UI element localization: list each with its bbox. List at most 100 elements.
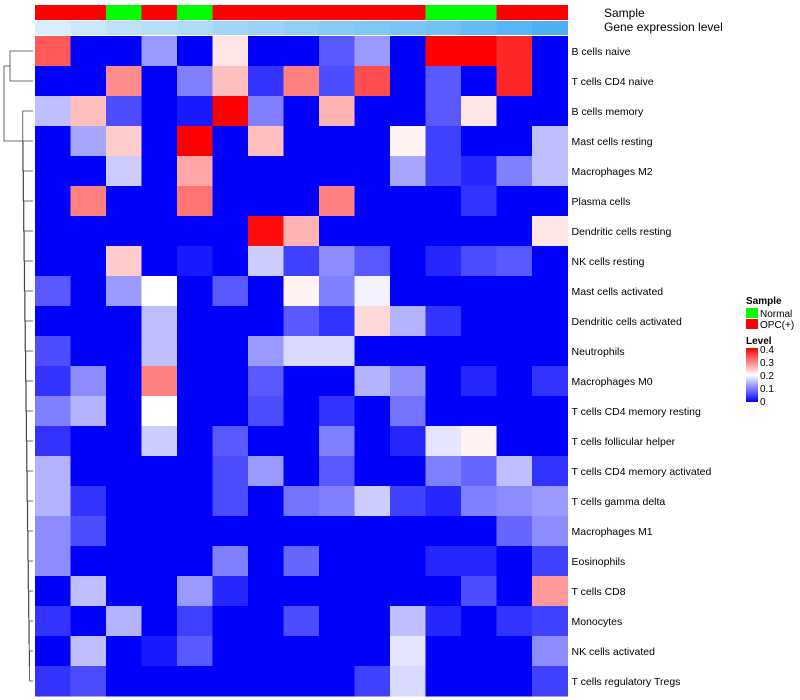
heatmap-cell xyxy=(319,306,355,337)
heatmap-cell xyxy=(35,546,71,577)
heatmap-cell xyxy=(141,396,178,427)
dendrogram-branch xyxy=(27,500,33,561)
level-colorbar xyxy=(746,348,758,402)
heatmap-cell xyxy=(354,576,391,607)
heatmap-cell xyxy=(319,606,355,637)
heatmap-cell xyxy=(496,486,533,517)
heatmap-cell xyxy=(70,636,107,667)
heatmap-cell xyxy=(496,126,533,157)
heatmap-cell xyxy=(248,66,284,97)
heatmap-cell xyxy=(106,66,142,97)
heatmap-cell xyxy=(141,36,178,67)
heatmap-cell xyxy=(177,636,213,667)
heatmap-cell xyxy=(390,156,426,187)
heatmap-cell xyxy=(354,636,391,667)
heatmap-cell xyxy=(354,246,391,277)
heatmap-cell xyxy=(390,576,426,607)
heatmap-cell xyxy=(35,666,71,697)
heatmap-cell xyxy=(106,216,142,247)
heatmap-cell xyxy=(248,396,284,427)
row-label: Neutrophils xyxy=(572,346,625,358)
heatmap-cell xyxy=(354,156,391,187)
heatmap-cell xyxy=(532,96,568,127)
heatmap-cell xyxy=(532,426,568,457)
heatmap-cell xyxy=(177,396,213,427)
heatmap-cell xyxy=(70,36,107,67)
heatmap-cell xyxy=(212,366,249,397)
heatmap-cell xyxy=(177,546,213,577)
sample-annotation-cell xyxy=(496,5,533,20)
heatmap-cell xyxy=(177,36,213,67)
heatmap-cell xyxy=(496,336,533,367)
expression-annotation-cell xyxy=(319,21,355,35)
heatmap-cell xyxy=(248,456,284,487)
level-tick-0-4: 0.4 xyxy=(760,345,774,356)
heatmap-cell xyxy=(177,456,213,487)
heatmap-cell xyxy=(141,516,178,547)
heatmap-cell xyxy=(425,576,462,607)
heatmap-cell xyxy=(106,156,142,187)
heatmap-cell xyxy=(354,486,391,517)
dendrogram-branch xyxy=(22,140,33,202)
row-label: Mast cells resting xyxy=(572,136,653,148)
heatmap-cell xyxy=(496,606,533,637)
heatmap-cell xyxy=(425,456,462,487)
heatmap-cell xyxy=(177,336,213,367)
heatmap-cell xyxy=(390,336,426,367)
heatmap-cell xyxy=(248,276,284,307)
heatmap-cell xyxy=(35,66,71,97)
heatmap-cell xyxy=(212,336,249,367)
heatmap-cell xyxy=(283,336,320,367)
heatmap-cell xyxy=(390,516,426,547)
heatmap-cell xyxy=(532,456,568,487)
sample-annotation-cell xyxy=(532,5,568,20)
heatmap-cell xyxy=(106,306,142,337)
sample-annotation-cell xyxy=(354,5,391,20)
row-label: T cells CD4 naive xyxy=(572,76,654,88)
heatmap-cell xyxy=(496,456,533,487)
heatmap-cell xyxy=(70,276,107,307)
heatmap-cell xyxy=(283,366,320,397)
heatmap-cell xyxy=(248,426,284,457)
heatmap-cell xyxy=(425,336,462,367)
heatmap-cell xyxy=(461,486,497,517)
heatmap-cell xyxy=(390,126,426,157)
expression-annotation-cell xyxy=(177,21,213,35)
row-label: T cells CD4 memory activated xyxy=(572,466,712,478)
heatmap-cell xyxy=(106,396,142,427)
heatmap-cell xyxy=(283,396,320,427)
sample-legend-title: Sample xyxy=(746,296,782,307)
heatmap-cell xyxy=(248,606,284,637)
heatmap-cell xyxy=(532,486,568,517)
heatmap-cell xyxy=(212,126,249,157)
heatmap-cell xyxy=(141,186,178,217)
expression-annotation-cell xyxy=(283,21,320,35)
heatmap-cell xyxy=(212,546,249,577)
heatmap-cell xyxy=(70,666,107,697)
heatmap-cell xyxy=(212,576,249,607)
expression-annotation-cell xyxy=(532,21,568,35)
heatmap-cell xyxy=(248,336,284,367)
expression-annotation-cell xyxy=(496,21,533,35)
dendrogram-branch xyxy=(29,650,33,682)
heatmap-cell xyxy=(532,66,568,97)
heatmap-cell xyxy=(425,156,462,187)
heatmap-cell xyxy=(35,516,71,547)
legend-swatch-opc xyxy=(746,319,758,329)
heatmap-cell xyxy=(70,546,107,577)
heatmap-cell xyxy=(177,606,213,637)
heatmap-cell xyxy=(354,516,391,547)
heatmap-cell xyxy=(319,426,355,457)
heatmap-cell xyxy=(461,666,497,697)
level-legend-title: Level xyxy=(746,336,772,347)
heatmap-cell xyxy=(35,576,71,607)
heatmap-cell xyxy=(283,126,320,157)
heatmap-cell xyxy=(248,126,284,157)
row-dendrogram xyxy=(3,50,33,682)
heatmap-cell xyxy=(319,156,355,187)
heatmap-cell xyxy=(283,66,320,97)
heatmap-cell xyxy=(425,216,462,247)
heatmap-cell xyxy=(425,66,462,97)
heatmap-cell xyxy=(461,336,497,367)
